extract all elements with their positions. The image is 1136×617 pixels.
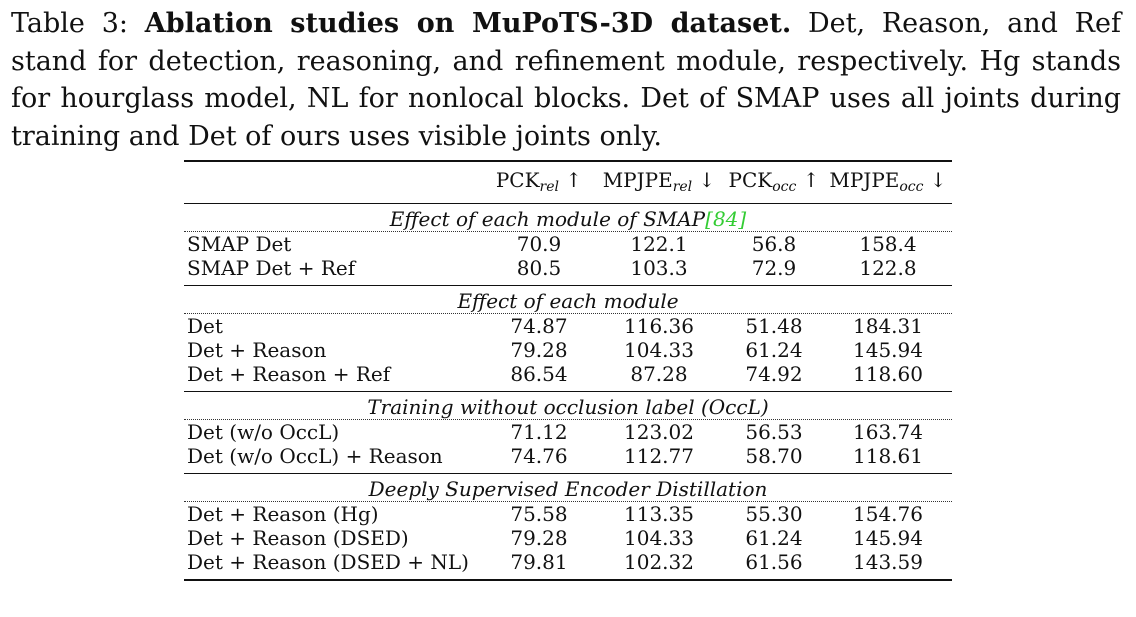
- metric-value: 118.61: [853, 444, 923, 468]
- metric-value: 143.59: [853, 550, 923, 574]
- table-row: Det + Reason (DSED) 79.28 104.33 61.24 145.9…: [184, 526, 952, 550]
- results-table: PCKrel ↑ MPJPErel ↓ PCKocc ↑ MPJPEocc ↓ …: [184, 160, 952, 582]
- metric-value: 70.9: [516, 232, 562, 256]
- section-title: Effect of each module: [457, 289, 679, 313]
- table-row: Det + Reason + Ref 86.54 87.28 74.92 118.60: [184, 362, 952, 386]
- metric-value: 122.8: [859, 256, 917, 280]
- metric-value: 74.92: [745, 362, 803, 386]
- metric-value: 58.70: [745, 444, 803, 468]
- table-row: Det + Reason (Hg) 75.58 113.35 55.30 154.76: [184, 502, 952, 526]
- metric-value: 56.8: [751, 232, 797, 256]
- section-title-cell: Effect of each module: [184, 285, 952, 314]
- metric-value: 61.24: [745, 526, 803, 550]
- section-title-cell: Effect of each module of SMAP[84]: [184, 203, 952, 232]
- metric-value: 184.31: [853, 314, 923, 338]
- table-row: Det 74.87 116.36 51.48 184.31: [184, 314, 952, 338]
- section-header: Effect of each module: [184, 285, 952, 314]
- metric-value: 51.48: [745, 314, 803, 338]
- citation-link[interactable]: [84]: [705, 207, 747, 231]
- section-header: Training without occlusion label (OccL): [184, 391, 952, 420]
- method-name: Det + Reason: [187, 338, 327, 362]
- metric-value: 163.74: [853, 420, 923, 444]
- section-title-cell: Deeply Supervised Encoder Distillation: [184, 473, 952, 502]
- section-title: Effect of each module of SMAP: [389, 207, 706, 231]
- metric-value: 102.32: [624, 550, 694, 574]
- section-title: Deeply Supervised Encoder Distillation: [368, 477, 768, 501]
- caption-text: Det, Reason, and Ref stand for detection…: [11, 8, 1121, 152]
- method-name: SMAP Det: [187, 232, 292, 256]
- metric-value: 74.76: [510, 444, 568, 468]
- table-row: Det (w/o OccL) 71.12 123.02 56.53 163.74: [184, 420, 952, 444]
- method-name: Det + Reason (DSED + NL): [187, 550, 469, 574]
- metric-value: 116.36: [624, 314, 694, 338]
- metric-value: 113.35: [624, 502, 694, 526]
- column-header: PCKrel ↑: [495, 168, 583, 195]
- table-row: Det + Reason 79.28 104.33 61.24 145.94: [184, 338, 952, 362]
- column-header: MPJPEocc ↓: [829, 168, 947, 195]
- table-row: Det + Reason (DSED + NL) 79.81 102.32 61.56…: [184, 550, 952, 574]
- metric-value: 118.60: [853, 362, 923, 386]
- method-name: Det (w/o OccL) + Reason: [187, 444, 443, 468]
- metric-value: 122.1: [630, 232, 688, 256]
- section-title-cell: Training without occlusion label (OccL): [184, 391, 952, 420]
- metric-value: 79.81: [510, 550, 568, 574]
- metric-value: 158.4: [859, 232, 917, 256]
- metric-value: 123.02: [624, 420, 694, 444]
- metric-value: 75.58: [510, 502, 568, 526]
- table-row: Det (w/o OccL) + Reason 74.76 112.77 58.70 1…: [184, 444, 952, 468]
- metric-value: 79.28: [510, 526, 568, 550]
- section-header: Deeply Supervised Encoder Distillation: [184, 473, 952, 502]
- metric-value: 145.94: [853, 526, 923, 550]
- metric-value: 86.54: [510, 362, 568, 386]
- column-header: MPJPErel ↓: [602, 168, 716, 195]
- section-title: Training without occlusion label (OccL): [367, 395, 769, 419]
- metric-value: 79.28: [510, 338, 568, 362]
- caption-label: Table 3:: [11, 8, 128, 39]
- table-row: SMAP Det 70.9 122.1 56.8 158.4: [184, 232, 952, 256]
- metric-value: 72.9: [751, 256, 797, 280]
- method-name: SMAP Det + Ref: [187, 256, 356, 280]
- metric-value: 80.5: [516, 256, 562, 280]
- metric-value: 71.12: [510, 420, 568, 444]
- column-header: PCKocc ↑: [728, 168, 820, 195]
- metric-value: 87.28: [630, 362, 688, 386]
- metric-value: 55.30: [745, 502, 803, 526]
- metric-value: 112.77: [624, 444, 694, 468]
- metric-value: 104.33: [624, 338, 694, 362]
- method-name: Det (w/o OccL): [187, 420, 340, 444]
- method-name: Det + Reason (DSED): [187, 526, 409, 550]
- method-name: Det + Reason + Ref: [187, 362, 391, 386]
- method-name: Det: [187, 314, 223, 338]
- caption-title: Ablation studies on MuPoTS-3D dataset.: [144, 8, 792, 39]
- metric-value: 56.53: [745, 420, 803, 444]
- header-row: PCKrel ↑ MPJPErel ↓ PCKocc ↑ MPJPEocc ↓: [184, 162, 952, 204]
- bottom-rule: [184, 579, 952, 582]
- section-header: Effect of each module of SMAP[84]: [184, 203, 952, 232]
- metric-value: 74.87: [510, 314, 568, 338]
- metric-value: 145.94: [853, 338, 923, 362]
- header-empty: [184, 162, 484, 204]
- method-name: Det + Reason (Hg): [187, 502, 379, 526]
- metric-value: 103.3: [630, 256, 688, 280]
- metric-value: 61.56: [745, 550, 803, 574]
- metric-value: 61.24: [745, 338, 803, 362]
- table-caption: Table 3: Ablation studies on MuPoTS-3D d…: [11, 5, 1121, 155]
- metric-value: 104.33: [624, 526, 694, 550]
- table-row: SMAP Det + Ref 80.5 103.3 72.9 122.8: [184, 256, 952, 280]
- metric-value: 154.76: [853, 502, 923, 526]
